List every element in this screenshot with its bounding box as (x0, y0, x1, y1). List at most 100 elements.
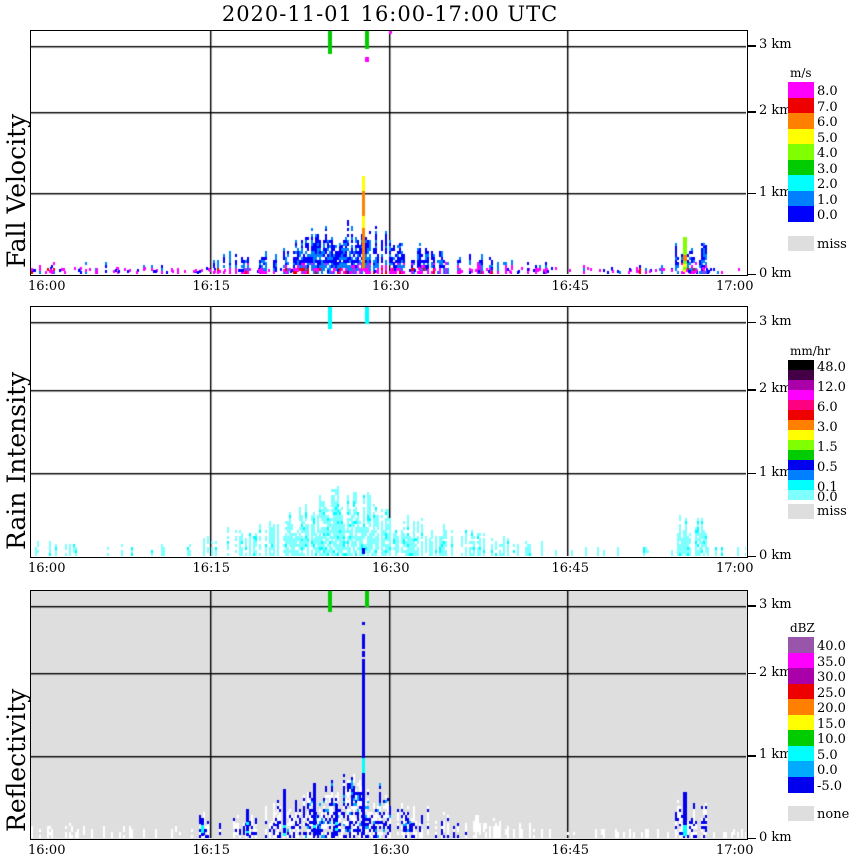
colorbar-rain-intensity-swatch (788, 370, 814, 380)
ytick-mark (748, 472, 756, 474)
colorbar-rain-intensity-swatch (788, 460, 814, 470)
colorbar-reflectivity-label: 5.0 (817, 747, 838, 763)
colorbar-rain-intensity-swatch (788, 490, 814, 500)
colorbar-fall-velocity-label: 2.0 (817, 177, 838, 192)
colorbar-reflectivity-label: 30.0 (817, 670, 846, 685)
ytick-mark (748, 45, 756, 47)
panel-reflectivity-ylabel: Reflectivity (2, 688, 31, 832)
colorbar-rain-intensity-missing-label: miss (817, 504, 847, 519)
panel-reflectivity-xtick-label: 16:00 (28, 843, 66, 858)
colorbar-fall-velocity-label: 5.0 (817, 130, 838, 146)
panel-rain-intensity-xtick-label: 16:45 (551, 561, 589, 576)
colorbar-reflectivity-label: 20.0 (817, 701, 846, 716)
panel-rain-intensity-xtick-label: 16:00 (28, 561, 66, 576)
colorbar-fall-velocity-swatch (788, 128, 814, 145)
colorbar-fall-velocity-swatch (788, 113, 814, 129)
panel-rain-intensity-xtick-label: 17:00 (716, 561, 754, 576)
colorbar-fall-velocity-swatch (788, 82, 814, 98)
colorbar-reflectivity-label: 25.0 (817, 685, 846, 701)
colorbar-fall-velocity-missing-swatch (788, 235, 814, 251)
panel-reflectivity-ytick-label: 3 km (759, 597, 792, 613)
ytick-mark (748, 837, 756, 839)
ytick-mark (748, 755, 756, 757)
panel-rain-intensity-data-canvas (31, 307, 746, 556)
panel-rain-intensity-xtick-label: 16:15 (192, 561, 230, 576)
panel-fall-velocity-xtick-label: 16:15 (192, 279, 230, 294)
colorbar-reflectivity-swatch (788, 730, 814, 746)
panel-rain-intensity-ytick-label: 2 km (759, 381, 792, 397)
panel-fall-velocity-xtick-label: 17:00 (716, 279, 754, 294)
colorbar-rain-intensity-label: 6.0 (817, 400, 838, 415)
panel-fall-velocity-ytick-label: 1 km (759, 184, 792, 200)
colorbar-rain-intensity-swatch (788, 400, 814, 410)
ytick-mark (748, 273, 756, 275)
colorbar-rain-intensity-swatch (788, 470, 814, 480)
panel-reflectivity-xtick-label: 16:30 (372, 843, 410, 858)
colorbar-reflectivity-label: 10.0 (817, 732, 846, 747)
colorbar-rain-intensity-label: 3.0 (817, 420, 838, 435)
ytick-mark (748, 192, 756, 194)
colorbar-fall-velocity-swatch (788, 206, 814, 222)
colorbar-rain-intensity-label: 12.0 (817, 380, 846, 395)
colorbar-reflectivity-label: -5.0 (817, 778, 843, 794)
colorbar-reflectivity-swatch (788, 668, 814, 684)
panel-rain-intensity-ylabel: Rain Intensity (2, 371, 31, 550)
panel-rain-intensity-ytick-label: 0 km (759, 547, 792, 563)
colorbar-reflectivity-missing-swatch (788, 806, 814, 821)
panel-fall-velocity-ytick-label: 2 km (759, 103, 792, 119)
panel-fall-velocity-xtick-label: 16:30 (372, 279, 410, 294)
panel-rain-intensity-ytick-label: 3 km (759, 313, 792, 329)
ytick-mark (748, 111, 756, 113)
colorbar-rain-intensity-swatch (788, 360, 814, 370)
colorbar-fall-velocity-label: 7.0 (817, 99, 838, 115)
colorbar-reflectivity-swatch (788, 714, 814, 731)
colorbar-fall-velocity-missing-label: miss (817, 236, 847, 252)
panel-reflectivity-xtick-label: 16:45 (551, 843, 589, 858)
panel-rain-intensity-ytick-label: 1 km (759, 464, 792, 480)
colorbar-rain-intensity-swatch (788, 450, 814, 460)
colorbar-reflectivity-label: 40.0 (817, 639, 846, 654)
colorbar-rain-intensity-swatch (788, 440, 814, 450)
colorbar-rain-intensity-label: 48.0 (817, 360, 846, 375)
panel-rain-intensity-xtick-label: 16:30 (372, 561, 410, 576)
panel-reflectivity-xtick-label: 17:00 (716, 843, 754, 858)
panel-reflectivity-ytick-label: 2 km (759, 664, 792, 680)
panel-reflectivity-ytick-label: 0 km (759, 829, 792, 845)
ytick-mark (748, 555, 756, 557)
colorbar-fall-velocity-swatch (788, 144, 814, 160)
panel-reflectivity-ytick-label: 1 km (759, 747, 792, 763)
colorbar-rain-intensity-missing-swatch (788, 504, 814, 519)
colorbar-rain-intensity-swatch (788, 380, 814, 390)
colorbar-reflectivity-swatch (788, 776, 814, 793)
panel-fall-velocity-ylabel: Fall Velocity (2, 113, 31, 268)
colorbar-reflectivity-swatch (788, 699, 814, 715)
colorbar-rain-intensity-label: 0.5 (817, 460, 838, 475)
panel-rain-intensity-plot-area (30, 306, 748, 558)
ytick-mark (748, 389, 756, 391)
colorbar-fall-velocity-swatch (788, 159, 814, 176)
colorbar-fall-velocity-label: 8.0 (817, 84, 838, 99)
panel-reflectivity-xtick-label: 16:15 (192, 843, 230, 858)
colorbar-reflectivity-swatch (788, 761, 814, 777)
panel-fall-velocity-ytick-label: 3 km (759, 37, 792, 53)
panel-fall-velocity-data-canvas (31, 31, 746, 274)
colorbar-reflectivity-swatch (788, 683, 814, 700)
colorbar-rain-intensity-swatch (788, 410, 814, 420)
page-title: 2020-11-01 16:00-17:00 UTC (221, 2, 559, 26)
colorbar-reflectivity-swatch (788, 745, 814, 762)
colorbar-rain-intensity-swatch (788, 390, 814, 400)
colorbar-reflectivity-swatch (788, 637, 814, 653)
ytick-mark (748, 605, 756, 607)
colorbar-reflectivity-label: 35.0 (817, 654, 846, 670)
colorbar-rain-intensity-swatch (788, 420, 814, 430)
colorbar-rain-intensity-label: 0.1 (817, 480, 838, 495)
colorbar-fall-velocity-label: 4.0 (817, 146, 838, 161)
colorbar-reflectivity-label: 15.0 (817, 716, 846, 732)
panel-reflectivity-plot-area (30, 590, 748, 840)
colorbar-reflectivity-label: 0.0 (817, 763, 838, 778)
panel-fall-velocity-xtick-label: 16:00 (28, 279, 66, 294)
colorbar-rain-intensity-label: 0.0 (817, 490, 838, 505)
colorbar-rain-intensity-units: mm/hr (790, 344, 831, 358)
colorbar-rain-intensity-label: 1.5 (817, 440, 838, 455)
colorbar-fall-velocity-label: 3.0 (817, 161, 838, 177)
